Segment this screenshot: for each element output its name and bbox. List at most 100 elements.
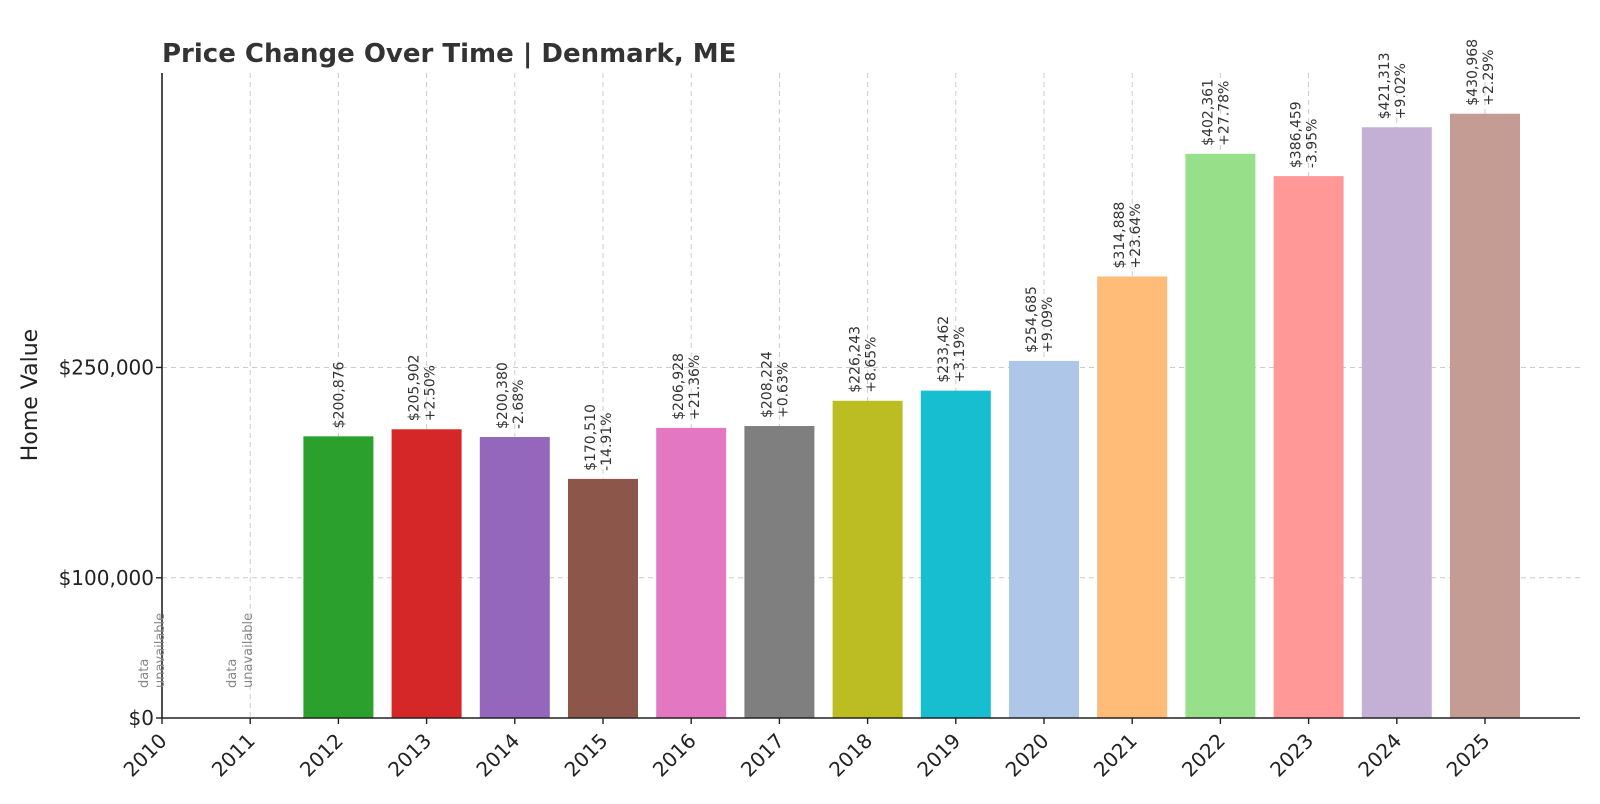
unavailable-label: dataunavailable <box>137 613 168 688</box>
bar-value: $386,459 <box>1289 101 1305 168</box>
bar-2017 <box>744 426 815 718</box>
bar-value-text: $170,510-14.91% <box>583 404 615 471</box>
bar-change: +23.64% <box>1128 203 1144 268</box>
bar-change: -14.91% <box>599 412 615 470</box>
axes: $0 $100,000 $250,000 2010 2011 2012 2013 2014 20… <box>59 73 1580 782</box>
bar-value-label: $402,361+27.78% <box>1200 79 1232 146</box>
chart-title: Price Change Over Time | Denmark, ME <box>162 39 736 69</box>
bar-change: -3.95% <box>1305 119 1321 169</box>
bar-value: $205,902 <box>407 354 423 421</box>
bar-2013 <box>391 429 462 718</box>
unavailable-label: dataunavailable <box>225 613 256 688</box>
bar-change: +9.09% <box>1040 297 1056 353</box>
bar-value-text: $386,459-3.95% <box>1289 101 1321 168</box>
bar-value: $314,888 <box>1112 202 1128 269</box>
bar-value-label: $200,876 <box>331 361 347 428</box>
bar-change: -2.68% <box>511 380 527 430</box>
y-axis-label: Home Value <box>18 329 43 461</box>
unavailable-line: data <box>137 659 152 688</box>
x-tick-label: 2021 <box>1089 729 1142 782</box>
bar-value-label: $386,459-3.95% <box>1289 101 1321 168</box>
x-tick-label: 2012 <box>295 729 348 782</box>
bar-2024 <box>1361 127 1432 718</box>
bar-change: +27.78% <box>1216 81 1232 146</box>
bar-value-label: $170,510-14.91% <box>583 404 615 471</box>
x-tick-label: 2022 <box>1177 729 1230 782</box>
bar-value: $206,928 <box>671 353 687 420</box>
bar-value-label: $226,243+8.65% <box>848 326 880 393</box>
bar-value: $430,968 <box>1465 39 1481 106</box>
bar-value-text: $254,685+9.09% <box>1024 286 1056 353</box>
unavailable-text: dataunavailable <box>225 613 256 688</box>
bar-value-text: $421,313+9.02% <box>1377 52 1409 119</box>
bar-value-label: $314,888+23.64% <box>1112 202 1144 269</box>
bar-2015 <box>568 478 638 718</box>
unavailable-line: unavailable <box>241 613 256 688</box>
bar-change: +9.02% <box>1393 63 1409 119</box>
bar-value: $402,361 <box>1200 79 1216 146</box>
y-tick-label: $100,000 <box>59 566 154 590</box>
unavailable-line: unavailable <box>153 613 168 688</box>
x-tick-label: 2020 <box>1001 729 1054 782</box>
bar-value-text: $430,968+2.29% <box>1465 39 1497 106</box>
bar-value-text: $205,902+2.50% <box>407 354 439 421</box>
bar-value-text: $206,928+21.36% <box>671 353 703 420</box>
x-tick-label: 2013 <box>383 729 436 782</box>
bar-value-label: $430,968+2.29% <box>1465 39 1497 106</box>
bar-value-label: $205,902+2.50% <box>407 354 439 421</box>
bar-change: +2.50% <box>423 365 439 421</box>
bar-2019 <box>920 390 991 718</box>
bar-2016 <box>656 427 727 718</box>
bar-value-label: $208,224+0.63% <box>759 351 791 418</box>
bar-value: $200,876 <box>331 361 347 428</box>
y-tick-label: $0 <box>129 706 154 730</box>
x-tick-label: 2023 <box>1265 729 1318 782</box>
x-tick-label: 2011 <box>207 729 260 782</box>
bar-value: $226,243 <box>848 326 864 393</box>
x-tick-label: 2024 <box>1353 729 1406 782</box>
x-tick-label: 2025 <box>1442 729 1495 782</box>
x-tick-label: 2015 <box>560 729 613 782</box>
bar-value: $200,380 <box>495 362 511 429</box>
bar-value-text: $200,380-2.68% <box>495 362 527 429</box>
bar-value-label: $206,928+21.36% <box>671 353 703 420</box>
y-tick-label: $250,000 <box>59 355 154 379</box>
unavailable-text: dataunavailable <box>137 613 168 688</box>
bar-2021 <box>1097 276 1168 718</box>
bar-value-text: $208,224+0.63% <box>759 351 791 418</box>
bar-2012 <box>303 436 374 718</box>
bar-value-label: $200,380-2.68% <box>495 362 527 429</box>
bar-2022 <box>1185 153 1256 719</box>
bar-change: +8.65% <box>864 337 880 393</box>
bar-2018 <box>832 400 903 718</box>
bar-2014 <box>479 437 550 718</box>
x-tick-label: 2017 <box>736 729 789 782</box>
x-tick-label: 2010 <box>119 729 172 782</box>
bars <box>303 113 1520 719</box>
bar-change: +3.19% <box>952 326 968 382</box>
bar-value-text: $402,361+27.78% <box>1200 79 1232 146</box>
bar-value-label: $421,313+9.02% <box>1377 52 1409 119</box>
unavailable-line: data <box>225 659 240 688</box>
bar-change: +2.29% <box>1481 49 1497 105</box>
bar-value-label: $233,462+3.19% <box>936 316 968 383</box>
bar-value: $208,224 <box>759 351 775 418</box>
x-tick-label: 2018 <box>824 729 877 782</box>
bar-2020 <box>1009 360 1079 718</box>
x-tick-label: 2019 <box>912 729 965 782</box>
bar-2023 <box>1273 176 1344 718</box>
x-tick-label: 2016 <box>648 729 701 782</box>
bar-labels: dataunavailable dataunavailable$200,876 $2… <box>137 39 1497 688</box>
bar-2025 <box>1450 113 1520 719</box>
bar-value: $170,510 <box>583 404 599 471</box>
bar-change: +21.36% <box>687 355 703 420</box>
bar-value-text: $226,243+8.65% <box>848 326 880 393</box>
bar-value-label: $254,685+9.09% <box>1024 286 1056 353</box>
x-tick-label: 2014 <box>471 729 524 782</box>
bar-value-text: $314,888+23.64% <box>1112 202 1144 269</box>
bar-value: $421,313 <box>1377 52 1393 119</box>
bar-value-text: $233,462+3.19% <box>936 316 968 383</box>
bar-change: +0.63% <box>775 362 791 418</box>
